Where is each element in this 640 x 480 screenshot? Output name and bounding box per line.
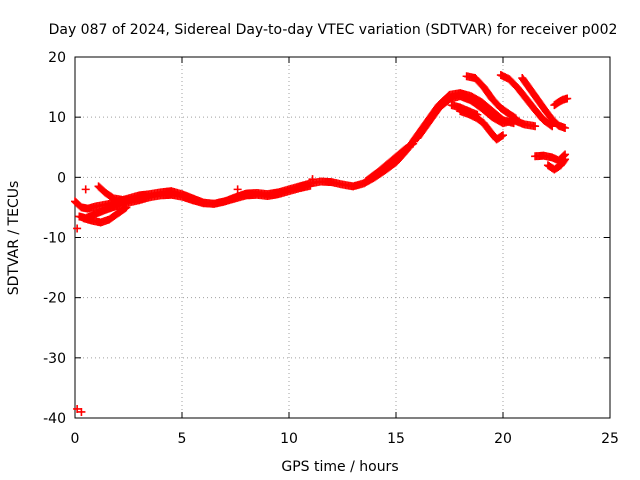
grid xyxy=(75,57,610,418)
series-trace-l xyxy=(531,150,570,165)
y-tick-label: -40 xyxy=(43,411,66,427)
data-point xyxy=(409,139,418,148)
data-point xyxy=(511,114,520,123)
series-trace-e xyxy=(362,139,418,185)
series-trace-m xyxy=(543,155,570,174)
chart-title: Day 087 of 2024, Sidereal Day-to-day VTE… xyxy=(49,22,618,38)
x-tick-label: 25 xyxy=(601,431,619,447)
series-trace-a xyxy=(71,89,518,213)
data-point xyxy=(121,204,130,213)
y-tick-label: 10 xyxy=(48,110,66,126)
series-trace-d xyxy=(94,182,150,205)
series-trace-c xyxy=(79,203,131,227)
x-tick-label: 15 xyxy=(387,431,405,447)
data-point xyxy=(473,110,482,119)
data-point xyxy=(561,123,570,132)
data-point xyxy=(560,156,569,165)
y-tick-label: -20 xyxy=(43,291,66,307)
data-point xyxy=(308,175,317,184)
x-tick-label: 0 xyxy=(71,431,80,447)
series-outliers xyxy=(73,175,317,416)
y-tick-label: -10 xyxy=(43,231,66,247)
data-points xyxy=(71,71,572,416)
y-axis: -40 -30 -20 -10 0 10 20 xyxy=(43,50,610,427)
x-tick-label: 10 xyxy=(280,431,298,447)
x-tick-label: 20 xyxy=(494,431,512,447)
data-point xyxy=(141,192,150,201)
data-point xyxy=(81,185,90,194)
series-trace-i xyxy=(518,74,570,132)
data-point xyxy=(531,122,540,131)
data-point xyxy=(407,140,416,149)
data-point xyxy=(497,132,506,141)
data-point xyxy=(561,155,570,164)
y-tick-label: -30 xyxy=(43,351,66,367)
y-tick-label: 20 xyxy=(48,50,66,66)
y-axis-label: SDTVAR / TECUs xyxy=(6,181,22,296)
x-axis: 0 5 10 15 20 25 xyxy=(71,57,619,447)
data-point xyxy=(563,94,572,103)
series-trace-n xyxy=(550,94,572,110)
data-point xyxy=(73,404,82,413)
x-axis-label: GPS time / hours xyxy=(281,459,398,475)
series-trace-h xyxy=(496,71,557,131)
data-point xyxy=(233,185,242,194)
series-trace-g xyxy=(462,72,520,123)
series-trace-k xyxy=(447,101,482,119)
data-point xyxy=(306,181,315,190)
data-point xyxy=(510,113,519,122)
y-tick-label: 0 xyxy=(57,170,66,186)
data-point xyxy=(77,407,86,416)
data-point xyxy=(122,203,131,212)
x-tick-label: 5 xyxy=(178,431,187,447)
data-point xyxy=(73,224,82,233)
data-point xyxy=(499,131,507,140)
